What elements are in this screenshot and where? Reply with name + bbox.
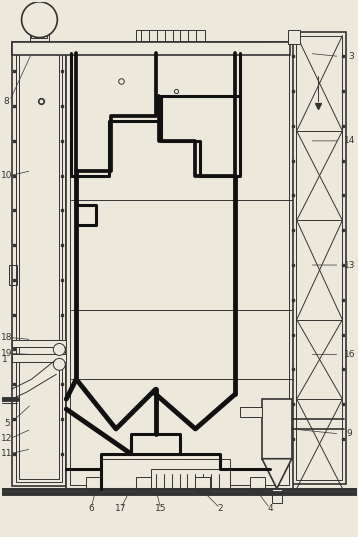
Bar: [11, 43, 66, 485]
Text: 9: 9: [347, 430, 352, 438]
Bar: [86, 477, 101, 491]
Polygon shape: [262, 459, 292, 489]
Bar: [136, 477, 151, 491]
Text: 5: 5: [4, 419, 10, 429]
Bar: [195, 477, 210, 491]
Bar: [29, 34, 49, 46]
Bar: [9, 265, 16, 285]
Bar: [262, 399, 292, 459]
Bar: [16, 46, 266, 54]
Bar: [272, 489, 282, 503]
Text: 11: 11: [1, 449, 13, 458]
Bar: [11, 41, 290, 55]
Circle shape: [53, 358, 65, 371]
Bar: [16, 46, 286, 54]
Bar: [151, 469, 230, 489]
Text: 15: 15: [155, 504, 166, 513]
Text: 19: 19: [1, 349, 13, 358]
Bar: [11, 354, 66, 362]
Text: 18: 18: [1, 333, 13, 342]
Bar: [11, 41, 270, 54]
Text: 17: 17: [115, 504, 127, 513]
Text: 4: 4: [267, 504, 273, 513]
Bar: [101, 459, 230, 489]
Text: 1: 1: [2, 355, 8, 364]
Bar: [136, 30, 205, 41]
Bar: [296, 35, 342, 480]
Bar: [292, 32, 347, 483]
Text: 3: 3: [348, 52, 354, 61]
Bar: [66, 41, 293, 489]
Text: 2: 2: [217, 504, 223, 513]
Text: 10: 10: [1, 171, 13, 180]
Text: 12: 12: [1, 434, 13, 444]
Text: 8: 8: [4, 97, 10, 106]
Text: 16: 16: [344, 350, 355, 359]
Bar: [288, 30, 300, 43]
Text: 14: 14: [344, 136, 355, 146]
Text: 6: 6: [88, 504, 94, 513]
Text: 13: 13: [344, 260, 355, 270]
Bar: [16, 47, 62, 482]
Bar: [11, 339, 66, 347]
Bar: [32, 30, 47, 38]
Bar: [250, 477, 265, 491]
Bar: [240, 407, 262, 417]
Bar: [70, 46, 289, 484]
Circle shape: [53, 344, 65, 355]
Bar: [19, 50, 59, 478]
Circle shape: [21, 2, 57, 38]
Bar: [290, 32, 298, 41]
